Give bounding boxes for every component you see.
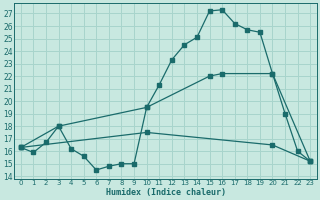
X-axis label: Humidex (Indice chaleur): Humidex (Indice chaleur) [106, 188, 226, 197]
